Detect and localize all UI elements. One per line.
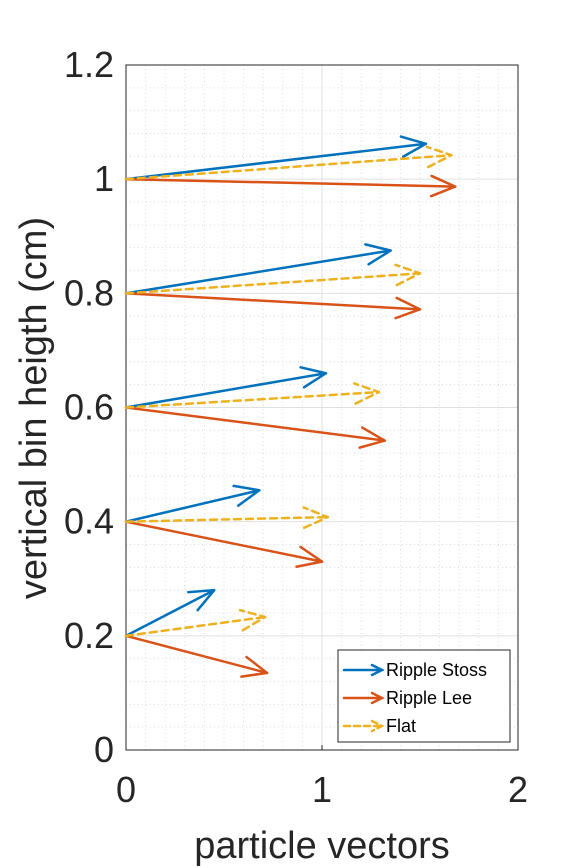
ripple-stoss-arrow: [124, 243, 392, 295]
ripple-lee-arrow: [124, 634, 269, 678]
x-axis-ticks: 0 1 2: [116, 745, 528, 810]
flat-arrow: [124, 263, 422, 295]
major-grid: [126, 65, 518, 750]
flat-arrow: [124, 382, 381, 409]
ripple-lee-arrow: [124, 406, 386, 449]
y-tick-label: 0.8: [64, 272, 114, 313]
flat-arrow: [124, 506, 330, 530]
y-axis-ticks: 0 0.2 0.4 0.6 0.8 1 1.2: [64, 44, 131, 770]
ripple-lee-arrow: [124, 174, 457, 198]
y-tick-label: 0.6: [64, 387, 114, 428]
legend-item-ripple-stoss: Ripple Stoss: [342, 660, 487, 680]
legend-item-flat: Flat: [342, 716, 416, 736]
legend-label: Ripple Lee: [386, 688, 472, 708]
ripple-stoss-arrow: [124, 135, 428, 181]
legend-label: Ripple Stoss: [386, 660, 487, 680]
ripple-stoss-arrow: [124, 366, 328, 409]
legend-item-ripple-lee: Ripple Lee: [342, 688, 472, 708]
y-tick-label: 0: [94, 729, 114, 770]
ripple-stoss-arrow: [124, 588, 216, 638]
y-tick-label: 0.4: [64, 501, 114, 542]
legend: Ripple Stoss Ripple Lee Flat: [337, 649, 511, 743]
flat-arrow: [124, 145, 453, 181]
y-axis-label: vertical bin heigth (cm): [13, 217, 55, 599]
x-tick-label: 2: [508, 769, 528, 810]
y-tick-label: 0.2: [64, 615, 114, 656]
ripple-lee-arrow: [124, 520, 324, 569]
y-tick-label: 1: [94, 158, 114, 199]
ripple-stoss-arrow: [124, 484, 261, 523]
ripple-lee-arrow: [124, 292, 422, 320]
x-axis-label: particle vectors: [194, 825, 450, 867]
x-tick-label: 1: [312, 769, 332, 810]
vector-arrows: [124, 135, 457, 678]
y-tick-label: 1.2: [64, 44, 114, 85]
x-tick-label: 0: [116, 769, 136, 810]
legend-label: Flat: [386, 716, 416, 736]
flat-arrow: [124, 608, 267, 638]
